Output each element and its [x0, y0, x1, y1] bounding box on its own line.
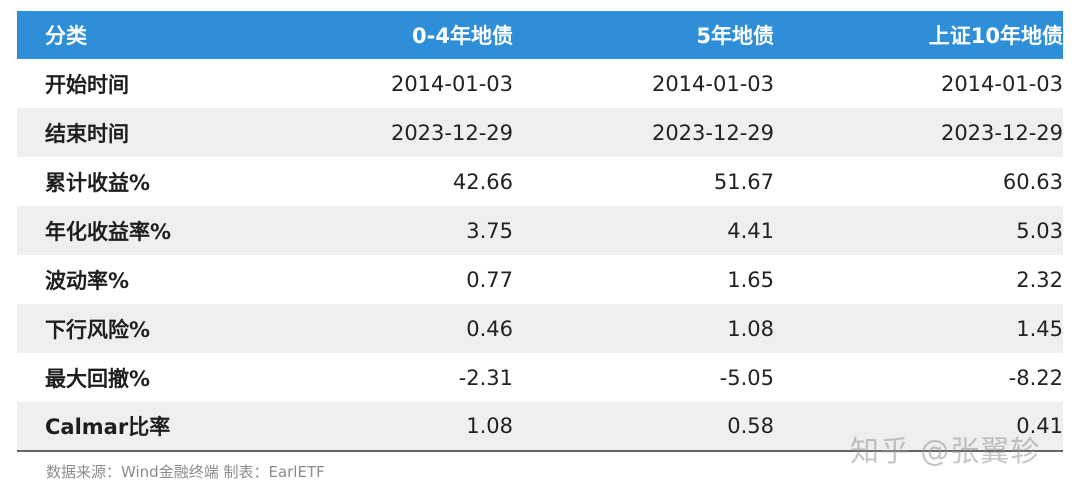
- cell-value: 3.75: [466, 218, 513, 243]
- cell-value: 4.41: [727, 218, 774, 243]
- cell-value: 0.41: [1016, 414, 1063, 438]
- cell-value: 2014-01-03: [940, 71, 1063, 96]
- table-row: Calmar比率 1.08 0.58 0.41: [17, 402, 1063, 451]
- cell-value: -8.22: [1008, 365, 1063, 390]
- cell-value: 2023-12-29: [390, 120, 513, 145]
- bond-comparison-table: 分类 0-4年地债 5年地债 上证10年地债 开始时间 2014-01-03 2…: [17, 11, 1063, 452]
- table-row: 结束时间 2023-12-29 2023-12-29 2023-12-29: [17, 108, 1063, 157]
- cell-value: 2023-12-29: [651, 120, 774, 145]
- cell-value: 5.03: [1016, 218, 1063, 243]
- table-row: 波动率% 0.77 1.65 2.32: [17, 255, 1063, 304]
- cell-value: 2023-12-29: [940, 120, 1063, 145]
- row-label-annualized-return: 年化收益率%: [45, 219, 172, 244]
- cell-value: 0.77: [466, 267, 513, 292]
- cell-value: 42.66: [452, 169, 513, 194]
- watermark: 知乎 @张翼轸: [850, 434, 1041, 468]
- row-label-volatility: 波动率%: [45, 268, 130, 293]
- cell-value: 2.32: [1016, 267, 1063, 292]
- cell-value: 2014-01-03: [390, 71, 513, 96]
- cell-value: 1.08: [727, 316, 774, 341]
- cell-value: 1.65: [727, 267, 774, 292]
- row-label-start-date: 开始时间: [45, 72, 129, 97]
- row-label-downside-risk: 下行风险%: [45, 317, 151, 342]
- header-0-4y-local-bond: 0-4年地债: [412, 24, 513, 48]
- cell-value: -2.31: [458, 365, 513, 390]
- table-header-row: 分类 0-4年地债 5年地债 上证10年地债: [17, 11, 1063, 59]
- cell-value: 0.58: [727, 414, 774, 438]
- row-label-cumulative-return: 累计收益%: [45, 170, 151, 195]
- header-sse-10y-local-bond: 上证10年地债: [928, 24, 1063, 48]
- header-5y-local-bond: 5年地债: [696, 24, 774, 48]
- cell-value: 0.46: [466, 316, 513, 341]
- row-label-calmar-ratio: Calmar比率: [45, 415, 171, 439]
- table-row: 年化收益率% 3.75 4.41 5.03: [17, 206, 1063, 255]
- table-row: 累计收益% 42.66 51.67 60.63: [17, 157, 1063, 206]
- table-row: 最大回撤% -2.31 -5.05 -8.22: [17, 353, 1063, 402]
- cell-value: 51.67: [713, 169, 774, 194]
- cell-value: -5.05: [719, 365, 774, 390]
- source-note: 数据来源：Wind金融终端 制表：EarlETF: [46, 463, 325, 481]
- header-category: 分类: [45, 24, 87, 48]
- table-row: 开始时间 2014-01-03 2014-01-03 2014-01-03: [17, 59, 1063, 108]
- cell-value: 1.45: [1016, 316, 1063, 341]
- cell-value: 1.08: [466, 414, 513, 438]
- table-row: 下行风险% 0.46 1.08 1.45: [17, 304, 1063, 353]
- cell-value: 60.63: [1002, 169, 1063, 194]
- data-table-container: 分类 0-4年地债 5年地债 上证10年地债 开始时间 2014-01-03 2…: [17, 11, 1063, 452]
- cell-value: 2014-01-03: [651, 71, 774, 96]
- row-label-max-drawdown: 最大回撤%: [45, 366, 151, 391]
- row-label-end-date: 结束时间: [45, 121, 129, 146]
